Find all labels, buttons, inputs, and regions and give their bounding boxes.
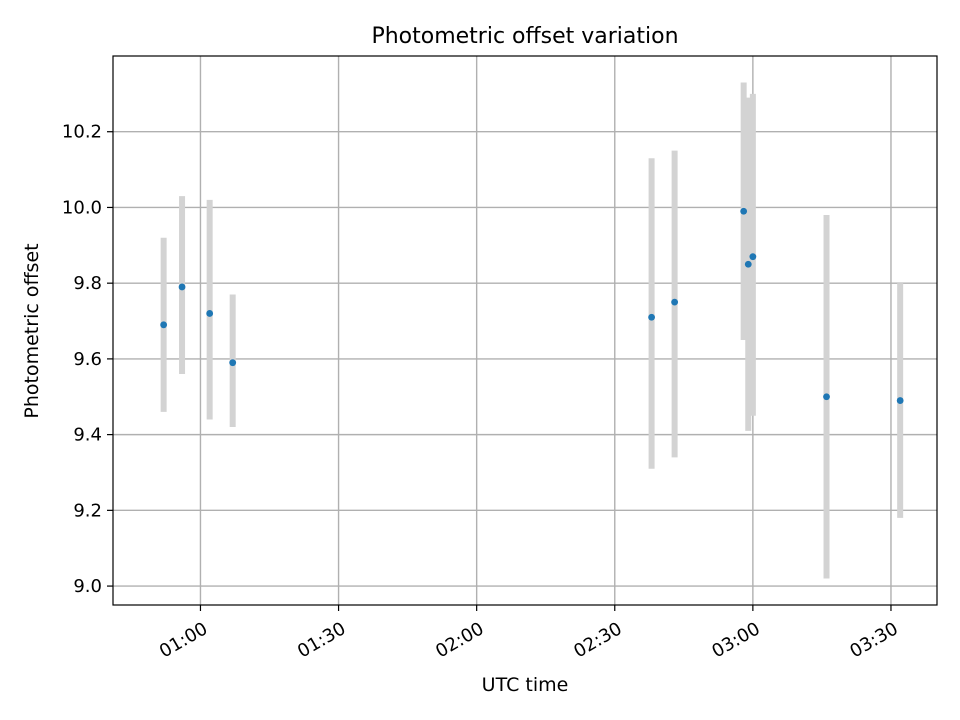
y-axis: 9.0 9.2 9.4 9.6 9.8 10.0 10.2 — [62, 122, 113, 597]
y-tick-label: 10.0 — [62, 197, 102, 218]
data-point — [229, 359, 237, 367]
y-tick-label: 10.2 — [62, 122, 102, 143]
data-point — [823, 393, 830, 401]
data-point — [178, 283, 186, 291]
y-tick-label: 9.6 — [73, 349, 102, 370]
y-tick-label: 9.0 — [73, 576, 102, 597]
y-tick-label: 9.8 — [73, 273, 102, 294]
x-axis-label: UTC time — [482, 674, 569, 696]
data-point — [206, 310, 214, 317]
data-point — [896, 397, 904, 404]
y-tick-label: 9.2 — [73, 500, 102, 521]
data-point — [671, 298, 679, 306]
chart-title: Photometric offset variation — [371, 24, 678, 49]
data-point — [749, 253, 757, 261]
data-point — [740, 207, 748, 215]
data-point — [744, 260, 752, 268]
data-point — [160, 321, 168, 329]
data-points — [160, 207, 904, 404]
y-axis-label: Photometric offset — [21, 243, 43, 418]
y-tick-label: 9.4 — [73, 425, 102, 446]
data-point — [648, 313, 655, 321]
plot-frame — [112, 55, 938, 606]
